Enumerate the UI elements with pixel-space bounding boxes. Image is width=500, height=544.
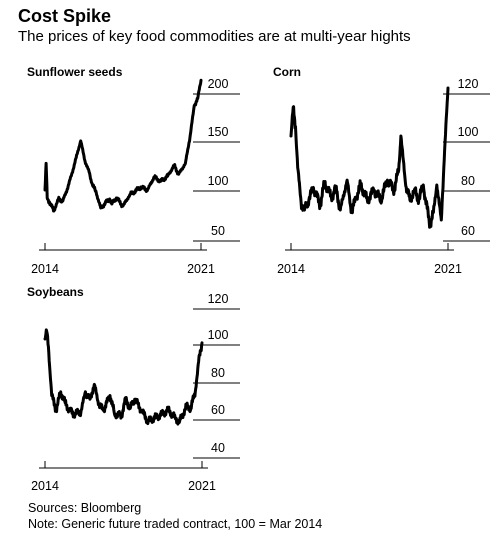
sources-note: Sources: Bloomberg bbox=[28, 501, 142, 515]
y-tick-label: 40 bbox=[211, 441, 225, 455]
series-line-sunflower bbox=[43, 78, 203, 213]
x-tick-label: 2014 bbox=[31, 262, 59, 276]
y-tick-label: 100 bbox=[208, 328, 229, 342]
panel-corn: Corn 60 80 100 120 2014 2021 bbox=[273, 65, 490, 276]
y-tick-label: 120 bbox=[208, 292, 229, 306]
series-line-soybeans bbox=[43, 328, 204, 426]
series-line-corn bbox=[289, 86, 450, 229]
y-tick-label: 100 bbox=[208, 174, 229, 188]
y-tick-label: 60 bbox=[211, 403, 225, 417]
panel-sunflower: Sunflower seeds 50 100 150 200 2014 2021 bbox=[27, 65, 240, 276]
y-tick-label: 120 bbox=[458, 77, 479, 91]
x-tick-label: 2014 bbox=[277, 262, 305, 276]
panel-title-corn: Corn bbox=[273, 65, 301, 79]
y-tick-label: 80 bbox=[211, 366, 225, 380]
x-tick-label: 2021 bbox=[187, 262, 215, 276]
y-tick-label: 60 bbox=[461, 224, 475, 238]
panel-soybeans: Soybeans 40 60 80 100 120 2014 2021 bbox=[27, 285, 240, 493]
y-tick-label: 100 bbox=[458, 125, 479, 139]
y-tick-label: 200 bbox=[208, 77, 229, 91]
y-tick-label: 150 bbox=[208, 125, 229, 139]
y-tick-label: 50 bbox=[211, 224, 225, 238]
x-tick-label: 2021 bbox=[434, 262, 462, 276]
x-tick-label: 2021 bbox=[188, 479, 216, 493]
panel-title-soybeans: Soybeans bbox=[27, 285, 84, 299]
footnote: Note: Generic future traded contract, 10… bbox=[28, 517, 323, 531]
x-tick-label: 2014 bbox=[31, 479, 59, 493]
y-tick-label: 80 bbox=[461, 174, 475, 188]
chart-title: Cost Spike bbox=[18, 6, 112, 26]
chart-subtitle: The prices of key food commodities are a… bbox=[18, 28, 411, 45]
panel-title-sunflower: Sunflower seeds bbox=[27, 65, 123, 79]
